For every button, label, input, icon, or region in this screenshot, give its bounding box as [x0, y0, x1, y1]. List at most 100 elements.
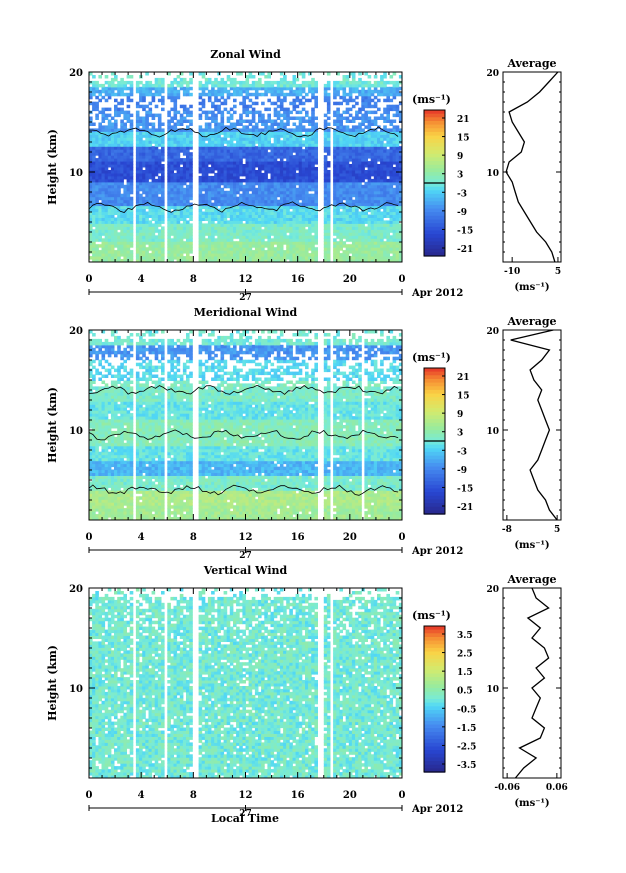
heatmap-cell	[377, 137, 381, 141]
heatmap-cell	[170, 184, 174, 189]
heatmap-cell	[151, 83, 156, 88]
heatmap-cell	[117, 155, 121, 159]
heatmap-cell	[217, 250, 221, 254]
heatmap-cell	[270, 161, 275, 165]
heatmap-cell	[186, 256, 190, 260]
heatmap-cell	[114, 170, 118, 174]
heatmap-cell	[198, 128, 203, 132]
heatmap-cell	[179, 223, 184, 227]
heatmap-cell	[342, 190, 347, 195]
heatmap-cell	[236, 172, 240, 177]
heatmap-cell	[248, 217, 253, 221]
heatmap-cell	[267, 199, 271, 204]
heatmap-cell	[120, 110, 124, 115]
heatmap-cell	[333, 211, 337, 215]
heatmap-cell	[298, 241, 303, 245]
heatmap-cell	[258, 175, 262, 180]
heatmap-cell	[314, 137, 318, 141]
heatmap-cell	[283, 211, 287, 215]
heatmap-cell	[279, 86, 284, 91]
heatmap-cell	[301, 101, 306, 106]
heatmap-cell	[261, 253, 265, 257]
heatmap-cell	[229, 196, 234, 201]
heatmap-cell	[380, 178, 384, 183]
heatmap-cell	[154, 167, 159, 171]
heatmap-cell	[311, 223, 315, 227]
heatmap-cell	[226, 190, 231, 195]
heatmap-cell	[179, 77, 184, 82]
heatmap-cell	[279, 184, 284, 189]
heatmap-cell	[398, 226, 403, 230]
heatmap-cell	[101, 211, 106, 215]
heatmap-cell	[392, 72, 397, 76]
heatmap-cell	[342, 250, 347, 254]
heatmap-cell	[176, 158, 181, 162]
heatmap-cell	[229, 259, 234, 263]
heatmap-cell	[214, 181, 218, 186]
heatmap-cell	[383, 149, 387, 153]
heatmap-cell	[120, 229, 124, 233]
heatmap-cell	[242, 244, 246, 248]
heatmap-cell	[101, 187, 106, 192]
heatmap-cell	[123, 143, 127, 147]
heatmap-cell	[264, 158, 268, 162]
heatmap-cell	[126, 226, 131, 230]
heatmap-cell	[107, 259, 112, 263]
heatmap-cell	[283, 80, 287, 85]
heatmap-cell	[267, 235, 271, 239]
heatmap-cell	[142, 152, 146, 156]
heatmap-cell	[139, 181, 143, 186]
heatmap-cell	[261, 158, 265, 162]
heatmap-cell	[173, 241, 178, 245]
heatmap-cell	[204, 161, 209, 165]
heatmap-cell	[114, 211, 118, 215]
heatmap-cell	[114, 259, 118, 263]
heatmap-cell	[173, 146, 178, 150]
heatmap-cell	[342, 86, 347, 91]
heatmap-cell	[154, 205, 159, 210]
heatmap-cell	[220, 220, 225, 224]
heatmap-cell	[289, 223, 293, 227]
heatmap-cell	[233, 110, 237, 115]
heatmap-cell	[355, 238, 359, 242]
heatmap-cell	[123, 83, 127, 88]
heatmap-cell	[333, 167, 337, 171]
heatmap-cell	[295, 83, 300, 88]
heatmap-cell	[345, 199, 350, 204]
heatmap-cell	[201, 89, 206, 94]
heatmap-cell	[258, 235, 262, 239]
heatmap-cell	[186, 170, 190, 174]
heatmap-cell	[142, 170, 146, 174]
heatmap-cell	[233, 161, 237, 165]
heatmap-cell	[336, 235, 340, 239]
heatmap-cell	[92, 193, 96, 198]
heatmap-cell	[367, 247, 372, 251]
heatmap-cell	[345, 125, 350, 129]
heatmap-cell	[254, 172, 259, 177]
heatmap-cell	[254, 101, 259, 106]
heatmap-cell	[167, 241, 171, 245]
heatmap-cell	[314, 187, 318, 192]
heatmap-cell	[270, 178, 275, 183]
heatmap-cell	[251, 170, 256, 174]
heatmap-cell	[270, 184, 275, 189]
heatmap-cell	[270, 128, 275, 132]
heatmap-cell	[351, 253, 356, 257]
heatmap-cell	[120, 247, 124, 251]
heatmap-cell	[170, 223, 174, 227]
heatmap-cell	[358, 137, 362, 141]
heatmap-cell	[101, 164, 106, 168]
heatmap-cell	[110, 256, 115, 260]
heatmap-cell	[323, 250, 328, 254]
heatmap-cell	[217, 83, 221, 88]
heatmap-cell	[308, 158, 312, 162]
heatmap-cell	[198, 250, 203, 254]
heatmap-cell	[154, 223, 159, 227]
heatmap-cell	[345, 146, 350, 150]
heatmap-cell	[283, 167, 287, 171]
heatmap-cell	[129, 202, 134, 207]
heatmap-cell	[258, 146, 262, 150]
heatmap-cell	[276, 247, 281, 251]
heatmap-cell	[214, 244, 218, 248]
heatmap-cell	[314, 172, 318, 177]
